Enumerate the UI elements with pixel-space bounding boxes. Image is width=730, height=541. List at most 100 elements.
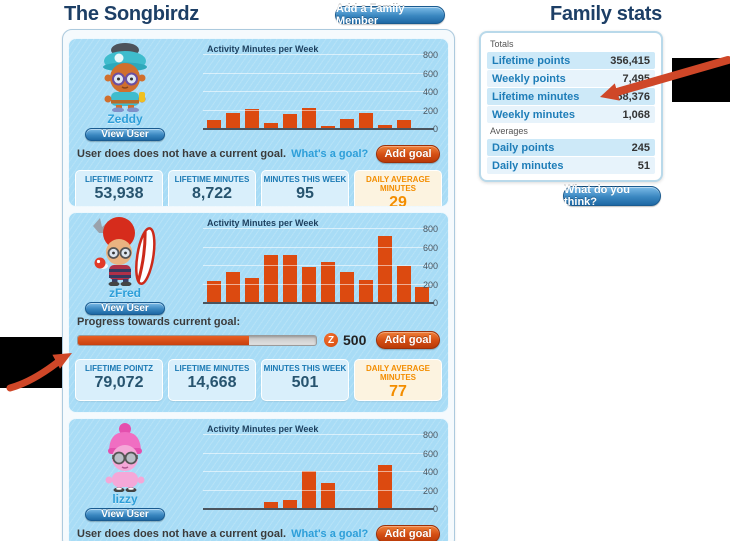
gridline [203,109,434,111]
averages-section-header: Averages [490,126,528,136]
user-card-zfred: zFred View User Activity Minutes per Wee… [68,212,449,413]
stat-minutes-this-week: MINUTES THIS WEEK 95 [261,170,349,206]
y-axis-tick: 800 [422,224,438,234]
activity-bar [320,126,335,128]
z-points-coin-icon: Z [324,333,338,347]
add-goal-button[interactable]: Add goal [376,331,440,349]
stat-lifetime-pointz: LIFETIME POINTZ 79,072 [75,359,163,401]
activity-bar [245,278,260,302]
zfred-avatar-icon [85,216,165,286]
activity-bar [396,120,411,128]
chart-plot [203,228,434,304]
goal-progress-fill [78,335,250,345]
activity-bar [207,281,222,302]
redaction-box-right [672,58,730,102]
activity-chart-zeddy: Activity Minutes per Week 0 200 400 600 800 [175,42,442,142]
user-card-lizzy: lizzy View User Activity Minutes per Wee… [68,418,449,541]
gridline [203,471,434,472]
family-members-panel: Zeddy View User Activity Minutes per Wee… [62,29,455,541]
activity-bar [283,500,298,508]
lizzy-avatar-icon [90,422,160,492]
gridline [203,91,434,92]
stat-row-lifetime-points: Lifetime points 356,415 [487,52,655,69]
user-name: zFred [108,286,141,300]
gridline [203,228,434,229]
activity-bar [301,267,316,302]
goal-status-text: User does does not have a current goal. [77,528,287,540]
activity-bar [320,483,335,508]
activity-bar [207,120,222,128]
gridline [203,489,434,491]
view-user-button[interactable]: View User [85,302,165,315]
activity-bar [264,255,279,302]
activity-bar [320,262,335,302]
user-card-zeddy: Zeddy View User Activity Minutes per Wee… [68,38,449,207]
whats-a-goal-link[interactable]: What's a goal? [291,528,369,540]
view-user-button[interactable]: View User [85,508,165,521]
stat-daily-average-minutes: DAILY AVERAGE MINUTES 77 [354,359,442,401]
stat-row-weekly-points: Weekly points 7,495 [487,70,655,87]
stat-row-weekly-minutes: Weekly minutes 1,068 [487,106,655,123]
activity-bar [245,109,260,128]
activity-bar [377,125,392,128]
y-axis-tick: 200 [422,279,438,290]
y-axis-tick: 800 [422,50,438,60]
activity-bar [283,114,298,128]
y-axis-tick: 600 [422,242,438,253]
y-axis-tick: 800 [422,430,438,440]
gridline [203,246,434,248]
view-user-button[interactable]: View User [85,128,165,141]
stat-daily-average-minutes: DAILY AVERAGE MINUTES 29 [354,170,442,206]
page-title: The Songbirdz [64,3,199,25]
activity-bar [339,272,354,302]
gridline [203,283,434,285]
activity-bar [226,272,241,302]
chart-plot [203,434,434,510]
activity-bar [358,280,373,302]
feedback-button[interactable]: What do you think? [563,184,661,208]
stat-row-daily-points: Daily points 245 [487,139,655,156]
activity-bar [264,502,279,508]
y-axis-tick: 600 [422,68,438,79]
totals-section-header: Totals [490,39,514,49]
activity-bar [283,255,298,302]
goal-status-text: User does does not have a current goal. [77,148,287,160]
y-axis-tick: 400 [422,87,438,97]
gridline [203,54,434,55]
activity-bar [377,465,392,508]
chart-title: Activity Minutes per Week [207,218,319,228]
family-stats-panel: Totals Lifetime points 356,415 Weekly po… [479,31,663,182]
gridline [203,434,434,435]
user-name: lizzy [112,492,138,506]
goal-points-value: 500 [343,332,367,348]
whats-a-goal-link[interactable]: What's a goal? [291,148,369,160]
stat-lifetime-pointz: LIFETIME POINTZ 53,938 [75,170,163,206]
activity-bar [301,108,316,128]
stat-lifetime-minutes: LIFETIME MINUTES 8,722 [168,170,256,206]
redaction-box-left [0,337,62,388]
add-family-member-button[interactable]: Add a Family Member [335,3,445,27]
goal-progress-bar [77,334,317,346]
progress-label: Progress towards current goal: [77,316,241,328]
gridline [203,72,434,74]
gridline [203,452,434,454]
y-axis-tick: 0 [432,504,438,514]
add-goal-button[interactable]: Add goal [376,525,440,541]
y-axis-tick: 0 [432,124,438,134]
family-stats-title: Family stats [549,3,662,25]
y-axis-tick: 400 [422,467,438,477]
stat-minutes-this-week: MINUTES THIS WEEK 501 [261,359,349,401]
gridline [203,265,434,266]
stat-row-lifetime-minutes: Lifetime minutes 58,376 [487,88,655,105]
chart-plot [203,54,434,130]
user-name: Zeddy [107,112,143,126]
y-axis-tick: 600 [422,448,438,459]
chart-title: Activity Minutes per Week [207,44,319,54]
add-goal-button[interactable]: Add goal [376,145,440,163]
chart-title: Activity Minutes per Week [207,424,319,434]
activity-bar [264,123,279,128]
activity-bar [339,119,354,128]
y-axis-tick: 0 [432,298,438,308]
y-axis-tick: 200 [422,105,438,116]
